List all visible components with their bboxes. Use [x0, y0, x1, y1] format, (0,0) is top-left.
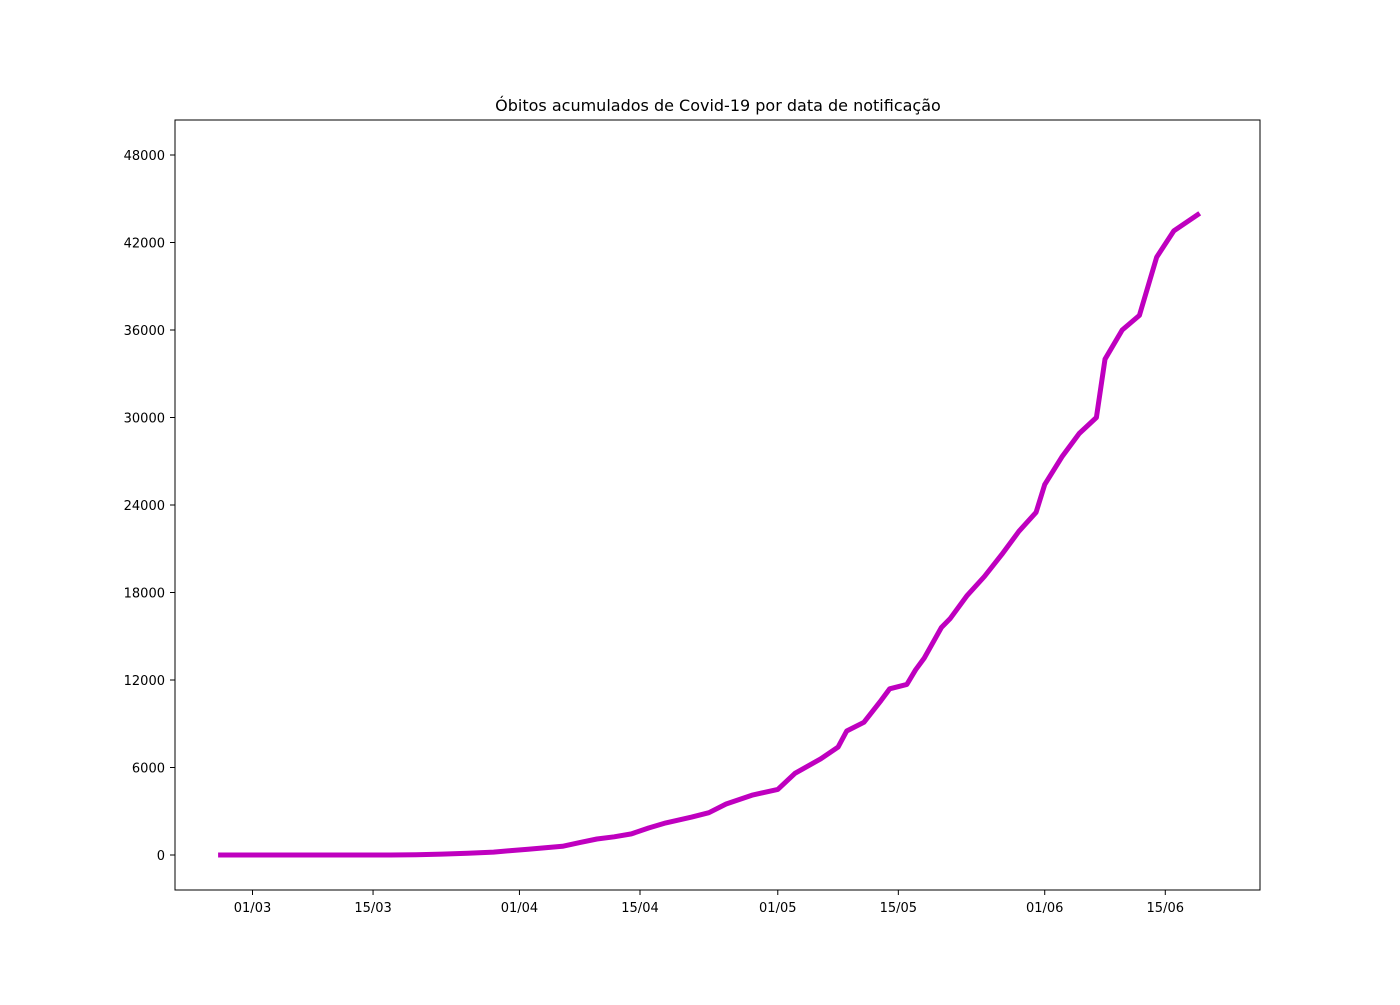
x-tick-label: 15/03	[354, 901, 391, 916]
x-tick-label: 01/03	[234, 901, 271, 916]
x-tick-label: 01/06	[1026, 901, 1063, 916]
x-tick-label: 15/05	[880, 901, 917, 916]
series-line-obitos	[218, 211, 1202, 858]
y-tick-label: 36000	[124, 324, 165, 339]
y-tick-label: 48000	[124, 149, 165, 164]
chart-title: Óbitos acumulados de Covid-19 por data d…	[495, 96, 941, 115]
y-tick-label: 42000	[124, 237, 165, 252]
plot-area	[218, 211, 1202, 858]
y-tick-label: 30000	[124, 412, 165, 427]
y-axis: 0 6000 12000 18000 24000 30000 36000 42000 48000	[124, 149, 175, 864]
x-tick-label: 15/06	[1147, 901, 1184, 916]
y-tick-label: 12000	[124, 674, 165, 689]
y-tick-label: 0	[157, 849, 165, 864]
x-tick-label: 15/04	[621, 901, 658, 916]
x-axis: 01/03 15/03 01/04 15/04 01/05 15/05 01/06 15/06	[234, 890, 1184, 916]
y-tick-label: 18000	[124, 587, 165, 602]
plot-frame	[174, 119, 1261, 891]
y-tick-label: 6000	[132, 762, 165, 777]
x-tick-label: 01/05	[759, 901, 796, 916]
y-tick-label: 24000	[124, 499, 165, 514]
x-tick-label: 01/04	[501, 901, 538, 916]
